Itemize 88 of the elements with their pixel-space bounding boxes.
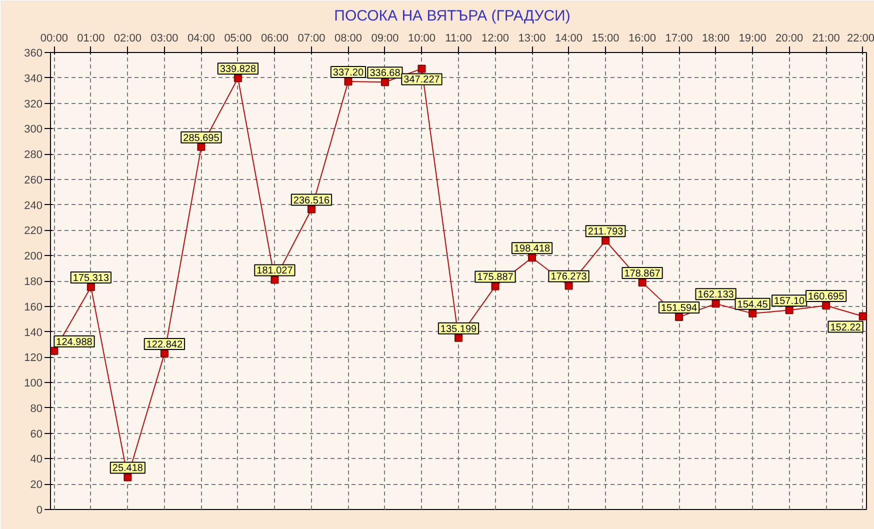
- data-label: 162.133: [698, 290, 734, 301]
- point: [675, 313, 684, 322]
- data-label: 124.988: [56, 336, 93, 348]
- data-label: 175.887: [477, 272, 514, 284]
- data-label: 285.695: [183, 132, 220, 144]
- x-tick-label: 20:00: [776, 32, 804, 44]
- point: [491, 282, 500, 290]
- y-tick-label: 60: [30, 428, 43, 440]
- point: [307, 205, 316, 214]
- data-label: 176.273: [550, 272, 588, 283]
- point: [124, 473, 132, 482]
- x-tick-label: 17:00: [665, 32, 693, 44]
- data-label: 236.516: [293, 195, 330, 206]
- x-tick-label: 05:00: [224, 32, 252, 44]
- x-tick-label: 15:00: [592, 32, 620, 44]
- y-tick-label: 160: [24, 301, 43, 314]
- y-tick-label: 260: [24, 174, 43, 186]
- data-label: 25.418: [112, 463, 144, 474]
- y-tick-label: 80: [30, 402, 43, 415]
- data-label: 122.842: [146, 340, 183, 351]
- y-tick-label: 200: [24, 250, 43, 263]
- point: [454, 334, 462, 342]
- x-tick-label: 22:00: [846, 32, 874, 44]
- data-label: 337.20: [332, 67, 364, 78]
- y-tick-label: 360: [24, 48, 43, 60]
- point: [822, 302, 830, 310]
- y-tick-label: 180: [24, 276, 43, 288]
- x-tick-label: 11:00: [445, 32, 472, 44]
- point: [418, 64, 426, 73]
- x-tick-label: 02:00: [114, 32, 142, 44]
- data-label: 175.313: [72, 272, 110, 284]
- y-tick-label: 0: [36, 504, 43, 516]
- point: [712, 300, 720, 308]
- y-tick-label: 40: [30, 454, 43, 466]
- data-label: 135.199: [440, 324, 478, 335]
- point: [785, 306, 794, 314]
- x-tick-label: 18:00: [702, 32, 730, 44]
- x-tick-label: 13:00: [518, 32, 546, 44]
- x-tick-label: 00:00: [40, 32, 68, 44]
- data-label: 160.695: [808, 292, 845, 303]
- y-tick-label: 280: [24, 149, 43, 162]
- x-tick-label: 16:00: [628, 32, 656, 44]
- y-tick-label: 300: [24, 124, 43, 136]
- x-tick-label: 14:00: [555, 32, 583, 44]
- data-label: 154.45: [737, 299, 768, 310]
- data-label: 211.793: [588, 226, 624, 238]
- y-tick-label: 340: [24, 72, 43, 85]
- chart-title: ПОСОКА НА ВЯТЪРА (ГРАДУСИ): [334, 8, 570, 24]
- y-tick-label: 20: [30, 479, 43, 492]
- data-label: 151.594: [660, 303, 698, 314]
- data-label: 152.22: [830, 322, 862, 334]
- y-tick-label: 240: [24, 200, 43, 212]
- data-label: 198.418: [514, 244, 551, 255]
- point: [638, 278, 646, 286]
- point: [564, 282, 573, 290]
- y-tick-label: 140: [24, 326, 43, 339]
- point: [380, 78, 389, 86]
- x-tick-label: 06:00: [260, 32, 288, 44]
- x-tick-label: 21:00: [812, 32, 840, 44]
- data-label: 347.227: [404, 74, 440, 86]
- y-tick-label: 120: [24, 352, 43, 364]
- point: [197, 142, 206, 151]
- point: [528, 254, 536, 262]
- point: [86, 282, 95, 291]
- point: [602, 236, 610, 245]
- data-label: 181.027: [256, 266, 294, 277]
- x-tick-label: 12:00: [481, 32, 510, 44]
- x-tick-label: 07:00: [298, 32, 326, 44]
- data-label: 336.68: [370, 68, 401, 80]
- y-tick-label: 100: [24, 378, 43, 390]
- x-tick-label: 10:00: [408, 32, 436, 44]
- point: [160, 350, 168, 358]
- data-label: 178.867: [624, 268, 661, 280]
- x-tick-label: 09:00: [371, 32, 399, 44]
- y-tick-label: 220: [24, 225, 43, 238]
- point: [858, 312, 866, 320]
- x-tick-label: 01:00: [77, 32, 105, 44]
- data-label: 339.828: [220, 64, 256, 76]
- point: [234, 74, 242, 82]
- x-tick-label: 08:00: [334, 32, 362, 44]
- point: [344, 77, 352, 86]
- data-label: 157.10: [774, 296, 806, 308]
- x-tick-label: 19:00: [738, 32, 766, 44]
- y-tick-label: 320: [24, 98, 43, 110]
- point: [748, 309, 757, 318]
- x-tick-label: 04:00: [187, 32, 215, 44]
- point: [270, 276, 279, 284]
- x-tick-label: 03:00: [150, 32, 178, 44]
